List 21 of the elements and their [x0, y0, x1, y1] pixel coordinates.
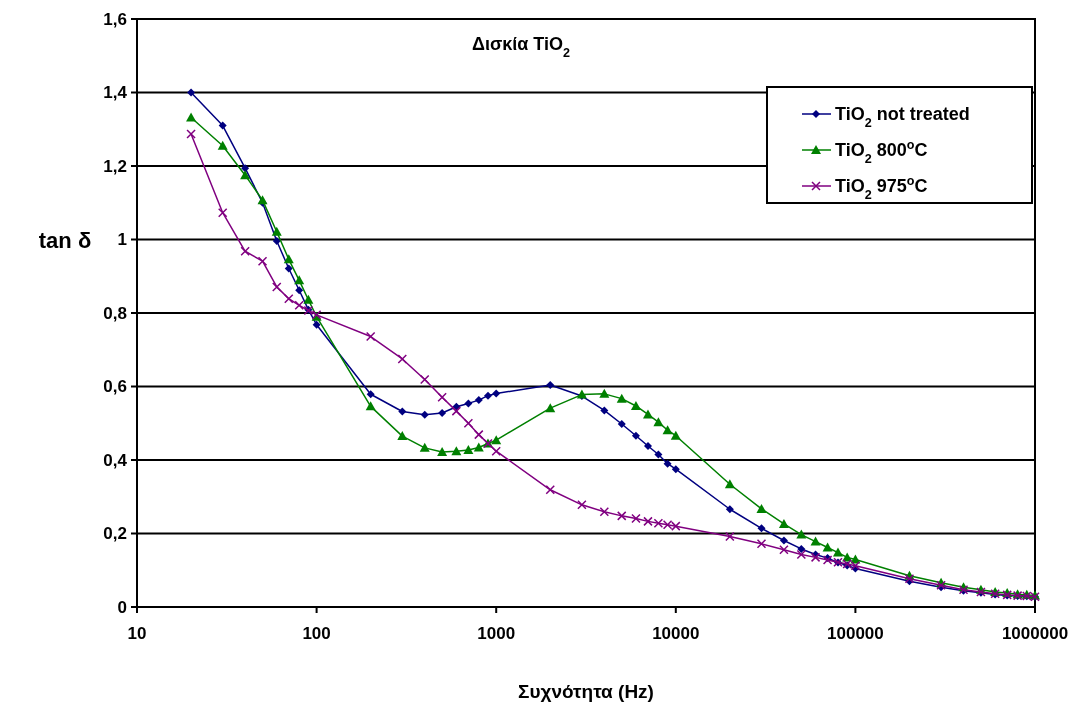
x-tick-label: 10	[127, 624, 147, 643]
y-tick-label: 0	[117, 597, 127, 617]
x-tick-label: 10000	[652, 624, 700, 643]
y-axis-title: tan δ	[38, 228, 92, 253]
y-tick-label: 0,2	[103, 524, 127, 544]
y-tick-label: 0,8	[103, 303, 127, 323]
y-tick-label: 0,6	[103, 377, 127, 397]
y-tick-label: 0,4	[103, 450, 128, 470]
x-tick-label: 100000	[827, 624, 884, 643]
x-axis-title: Συχνότητα (Hz)	[518, 681, 654, 702]
y-tick-label: 1,2	[103, 156, 127, 176]
legend-label: TiO$_{2}$ not treated	[835, 104, 970, 131]
y-tick-label: 1	[117, 230, 127, 250]
y-tick-label: 1,4	[103, 83, 128, 103]
text: Δισκία TiO$_{2}$	[471, 34, 571, 60]
legend-label: TiO$_{2}$ 800$^{o}$C	[835, 138, 928, 167]
x-tick-label: 1000	[477, 624, 516, 643]
legend-label: TiO$_{2}$ 975$^{o}$C	[835, 174, 928, 203]
y-tick-label: 1,6	[103, 9, 127, 29]
x-tick-label: 1000000	[1001, 624, 1069, 643]
x-tick-label: 100	[302, 624, 331, 643]
